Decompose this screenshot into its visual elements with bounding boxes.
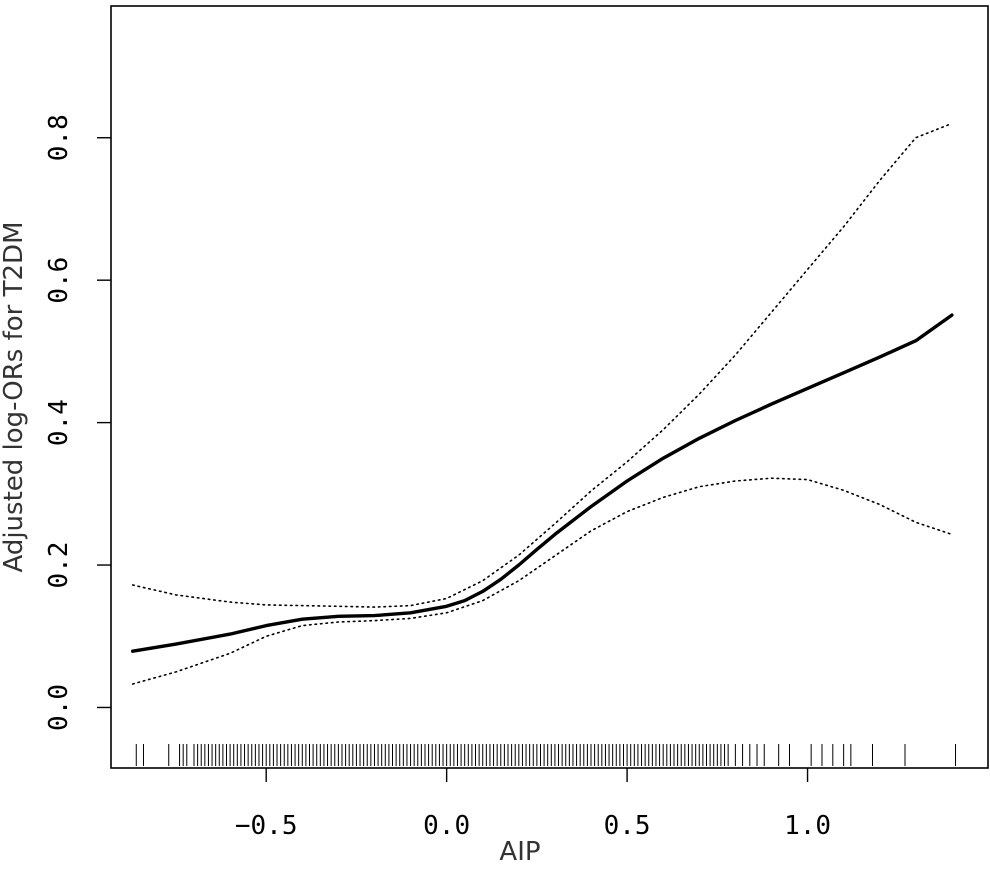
y-tick-label-3: 0.6 bbox=[44, 257, 74, 304]
x-tick-label-0: −0.5 bbox=[235, 811, 298, 841]
rug-marks bbox=[135, 744, 957, 766]
y-tick-label-4: 0.8 bbox=[44, 114, 74, 161]
x-axis-title: AIP bbox=[499, 837, 540, 867]
y-axis-title: Adjusted log-ORs for T2DM bbox=[0, 221, 29, 572]
x-tick-label-3: 1.0 bbox=[784, 811, 831, 841]
lower-ci-line bbox=[131, 477, 953, 685]
y-tick-label-2: 0.4 bbox=[44, 399, 74, 446]
series-group bbox=[131, 122, 954, 685]
x-axis: −0.5 0.0 0.5 1.0 bbox=[235, 768, 831, 841]
y-axis: 0.0 0.2 0.4 0.6 0.8 bbox=[44, 114, 111, 731]
plot-frame bbox=[110, 5, 989, 769]
x-tick-label-1: 0.0 bbox=[423, 811, 470, 841]
estimate-line bbox=[131, 313, 954, 653]
y-tick-label-0: 0.0 bbox=[44, 684, 74, 731]
x-tick-label-2: 0.5 bbox=[604, 811, 651, 841]
upper-ci-line bbox=[131, 122, 953, 608]
y-tick-label-1: 0.2 bbox=[44, 542, 74, 589]
